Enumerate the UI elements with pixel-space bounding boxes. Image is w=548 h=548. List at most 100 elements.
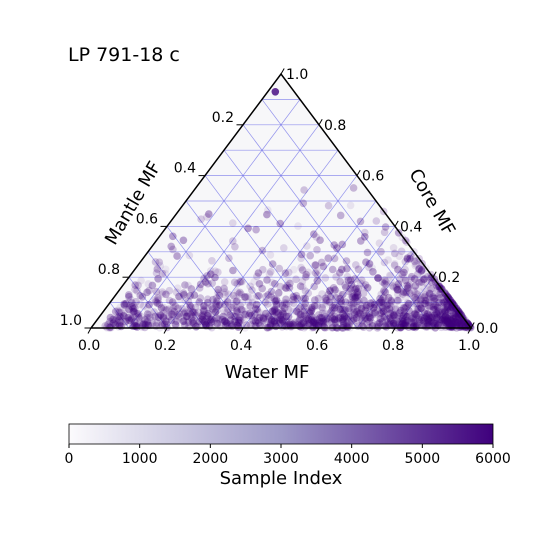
scatter-point	[238, 313, 247, 322]
scatter-point	[425, 317, 433, 325]
scatter-point	[136, 291, 144, 300]
scatter-point	[415, 265, 423, 274]
scatter-point	[441, 318, 450, 327]
scatter-point	[235, 323, 243, 331]
scatter-point	[271, 87, 280, 96]
scatter-point	[154, 294, 162, 302]
scatter-point	[213, 314, 221, 322]
scatter-point	[376, 294, 384, 303]
scatter-point	[200, 305, 208, 314]
scatter-point	[331, 301, 339, 309]
scatter-point	[343, 315, 351, 323]
scatter-point	[254, 319, 263, 327]
scatter-point	[338, 265, 346, 274]
scatter-point	[372, 217, 381, 225]
scatter-point	[369, 298, 377, 307]
scatter-point	[383, 301, 392, 310]
scatter-point	[241, 310, 249, 319]
scatter-point	[179, 317, 188, 326]
scatter-point	[346, 299, 354, 307]
scatter-point	[216, 301, 224, 309]
scatter-point	[382, 302, 391, 311]
scatter-point	[252, 225, 260, 234]
scatter-point	[251, 317, 259, 325]
right-tick-mark	[432, 271, 437, 278]
scatter-point	[366, 302, 374, 311]
scatter-point	[359, 312, 367, 320]
scatter-point	[424, 310, 432, 318]
scatter-point	[134, 310, 142, 318]
scatter-point	[404, 323, 413, 332]
scatter-point	[320, 318, 329, 327]
scatter-point	[368, 310, 377, 319]
scatter-point	[436, 311, 444, 319]
scatter-point	[375, 299, 384, 307]
scatter-point	[164, 305, 173, 314]
scatter-point	[441, 323, 450, 332]
scatter-point	[394, 290, 402, 299]
scatter-point	[158, 269, 167, 278]
scatter-point	[261, 320, 269, 329]
scatter-point	[261, 298, 270, 307]
scatter-point	[448, 318, 456, 327]
scatter-point	[120, 300, 128, 308]
scatter-point	[277, 315, 286, 324]
scatter-point	[400, 311, 408, 319]
scatter-point	[387, 316, 395, 325]
scatter-point	[427, 311, 436, 320]
scatter-point	[218, 315, 227, 324]
scatter-point	[293, 294, 302, 303]
scatter-point	[282, 300, 291, 309]
scatter-point	[451, 312, 460, 321]
scatter-point	[406, 313, 414, 321]
grid-line	[185, 200, 282, 329]
scatter-point	[346, 285, 355, 293]
scatter-point	[340, 309, 348, 317]
scatter-point	[375, 298, 384, 307]
scatter-point	[206, 270, 215, 279]
scatter-point	[299, 318, 308, 327]
scatter-point	[128, 299, 136, 307]
scatter-point	[179, 289, 188, 297]
scatter-point	[420, 293, 429, 301]
scatter-point	[384, 293, 393, 302]
scatter-point	[132, 309, 140, 318]
scatter-point	[152, 298, 160, 306]
scatter-point	[143, 310, 152, 318]
scatter-point	[321, 309, 329, 318]
scatter-point	[420, 320, 429, 329]
scatter-point	[109, 315, 118, 324]
scatter-point	[424, 291, 433, 300]
scatter-point	[256, 321, 264, 330]
scatter-point	[141, 321, 150, 329]
scatter-point	[417, 267, 426, 275]
scatter-point	[424, 302, 433, 310]
scatter-point	[169, 300, 178, 308]
scatter-point	[214, 315, 222, 324]
scatter-point	[391, 320, 400, 329]
scatter-point	[412, 296, 420, 304]
scatter-point	[339, 314, 347, 323]
scatter-point	[377, 290, 386, 299]
scatter-point	[279, 310, 287, 318]
scatter-point	[245, 311, 253, 320]
scatter-point	[157, 316, 166, 324]
scatter-point	[272, 296, 281, 305]
scatter-point	[323, 314, 332, 323]
scatter-point	[206, 315, 214, 323]
scatter-point	[338, 240, 347, 249]
scatter-point	[267, 316, 276, 325]
scatter-point	[404, 282, 413, 291]
scatter-point	[446, 314, 455, 322]
scatter-point	[229, 291, 238, 300]
scatter-point	[362, 304, 370, 312]
scatter-point	[384, 301, 392, 309]
scatter-point	[406, 252, 415, 260]
scatter-point	[357, 304, 366, 313]
scatter-point	[285, 283, 294, 292]
scatter-point	[357, 237, 365, 245]
scatter-point	[420, 275, 429, 283]
scatter-point	[348, 298, 356, 307]
scatter-point	[432, 313, 441, 322]
scatter-point	[337, 299, 346, 308]
